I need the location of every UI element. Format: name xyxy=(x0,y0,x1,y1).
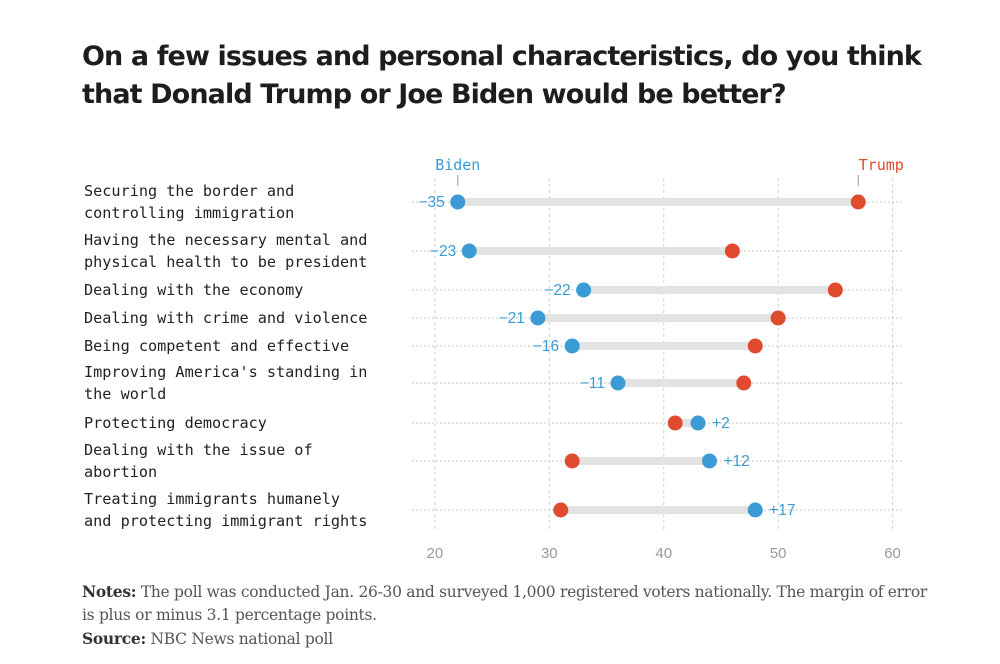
series-label-biden: Biden xyxy=(435,156,480,174)
difference-label: −35 xyxy=(418,194,444,211)
category-label: Dealing with the economy xyxy=(84,281,303,299)
trump-dot xyxy=(770,310,786,326)
category-label: Securing the border and controlling immig… xyxy=(84,182,294,222)
trump-dot xyxy=(747,338,763,354)
x-tick-label: 50 xyxy=(770,545,787,562)
category-label: Dealing with the issue of abortion xyxy=(84,441,313,481)
biden-dot xyxy=(701,453,717,469)
dot-plot-chart: 20 30 40 50 60 Biden Trump Securing the border … xyxy=(84,156,904,562)
trump-dot xyxy=(564,453,580,469)
chart-notes: Notes: The poll was conducted Jan. 26-30… xyxy=(82,580,932,651)
biden-dot xyxy=(576,282,592,298)
category-label: Being competent and effective xyxy=(84,337,349,355)
x-tick-label: 30 xyxy=(541,545,558,562)
difference-label: −23 xyxy=(430,243,456,260)
biden-dot xyxy=(610,375,626,391)
source-label: Source: xyxy=(82,629,146,648)
trump-dot xyxy=(736,375,752,391)
difference-label: −11 xyxy=(580,375,605,392)
difference-label: +12 xyxy=(723,453,749,470)
biden-dot xyxy=(690,415,706,431)
trump-dot xyxy=(553,502,569,518)
source-text: NBC News national poll xyxy=(150,630,334,648)
series-label-trump: Trump xyxy=(859,156,904,174)
difference-label: −22 xyxy=(544,282,570,299)
biden-dot xyxy=(747,502,763,518)
notes-label: Notes: xyxy=(82,582,137,601)
trump-dot xyxy=(724,243,740,259)
difference-label: −16 xyxy=(533,338,559,355)
difference-label: −21 xyxy=(499,310,525,327)
biden-dot xyxy=(461,243,477,259)
trump-dot xyxy=(667,415,683,431)
biden-dot xyxy=(564,338,580,354)
notes-text: The poll was conducted Jan. 26-30 and su… xyxy=(82,583,928,624)
notes-line: Notes: The poll was conducted Jan. 26-30… xyxy=(82,580,932,627)
x-tick-label: 20 xyxy=(427,545,444,562)
biden-dot xyxy=(530,310,546,326)
category-label: Having the necessary mental and physical … xyxy=(84,231,367,271)
category-label: Protecting democracy xyxy=(84,414,267,432)
category-label: Improving America's standing in the world xyxy=(84,363,367,403)
trump-dot xyxy=(850,194,866,210)
x-tick-label: 40 xyxy=(655,545,672,562)
category-label: Treating immigrants humanely and protecti… xyxy=(84,490,367,530)
chart-title: On a few issues and personal characteris… xyxy=(82,41,922,110)
source-line: Source: NBC News national poll xyxy=(82,627,932,651)
trump-dot xyxy=(827,282,843,298)
biden-dot xyxy=(450,194,466,210)
difference-label: +17 xyxy=(769,502,795,519)
category-label: Dealing with crime and violence xyxy=(84,309,367,327)
x-tick-label: 60 xyxy=(884,545,901,562)
difference-label: +2 xyxy=(712,415,730,432)
